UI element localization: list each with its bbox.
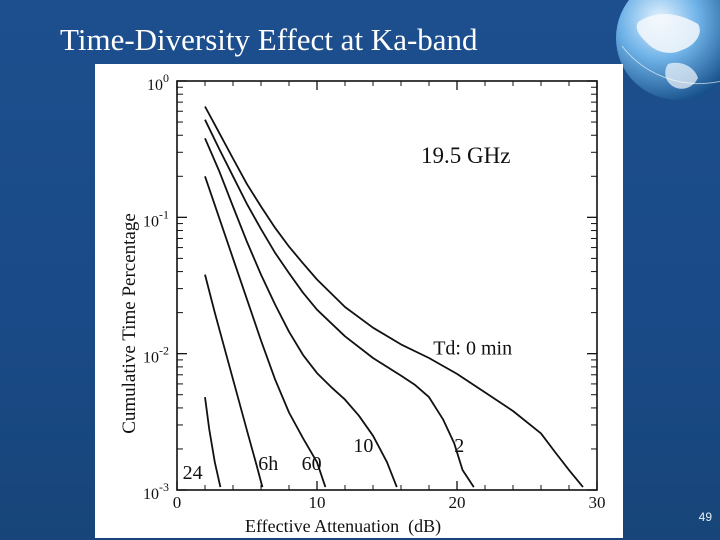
x-tick-label: 20	[449, 493, 466, 512]
globe-icon	[616, 0, 720, 100]
y-tick-label: 10-2	[143, 344, 169, 367]
slide-title: Time-Diversity Effect at Ka-band	[60, 22, 478, 57]
series-label: 2	[454, 435, 464, 457]
y-tick-label: 10-1	[143, 207, 169, 230]
series-label: Td: 0 min	[433, 337, 512, 359]
series-line	[204, 137, 398, 488]
plot-frame	[176, 80, 598, 491]
x-tick-label: 30	[589, 493, 606, 512]
y-axis-label-text: Cumulative Time Percentage	[119, 213, 140, 434]
series-label: 24	[183, 462, 203, 484]
series-line	[204, 176, 327, 488]
x-axis-label: Effective Attenuation (dB)	[245, 516, 441, 537]
y-axis-label: Cumulative Time Percentage	[119, 213, 140, 434]
series-line	[204, 119, 475, 488]
series-line	[204, 274, 264, 488]
chart-panel: Cumulative Time Percentage 0 10 20 30 100 10-…	[95, 64, 623, 538]
y-tick-label: 10-3	[143, 480, 169, 503]
series-label: 10	[353, 435, 373, 457]
series-labels: Td: 0 min 2 10 60 6h 24	[183, 337, 512, 484]
chart: Cumulative Time Percentage 0 10 20 30 100 10-…	[119, 71, 606, 537]
y-axis-label-part: Cumulative	[119, 345, 140, 434]
chart-annotation: 19.5 GHz	[421, 143, 510, 168]
series-line	[204, 396, 222, 488]
series-lines	[204, 106, 584, 488]
x-tick-label: 0	[173, 493, 182, 512]
page-number: 49	[698, 510, 712, 524]
series-line	[204, 106, 584, 488]
y-axis-label-part: Time	[119, 301, 140, 345]
series-label: 6h	[258, 453, 278, 475]
x-tick-label: 10	[309, 493, 326, 512]
axis-ticks: 0 10 20 30 100 10-1 10-2 10-3	[143, 71, 606, 512]
y-axis-label-part: Percentage	[119, 213, 140, 301]
series-label: 60	[302, 453, 322, 475]
y-tick-label: 100	[147, 71, 169, 94]
